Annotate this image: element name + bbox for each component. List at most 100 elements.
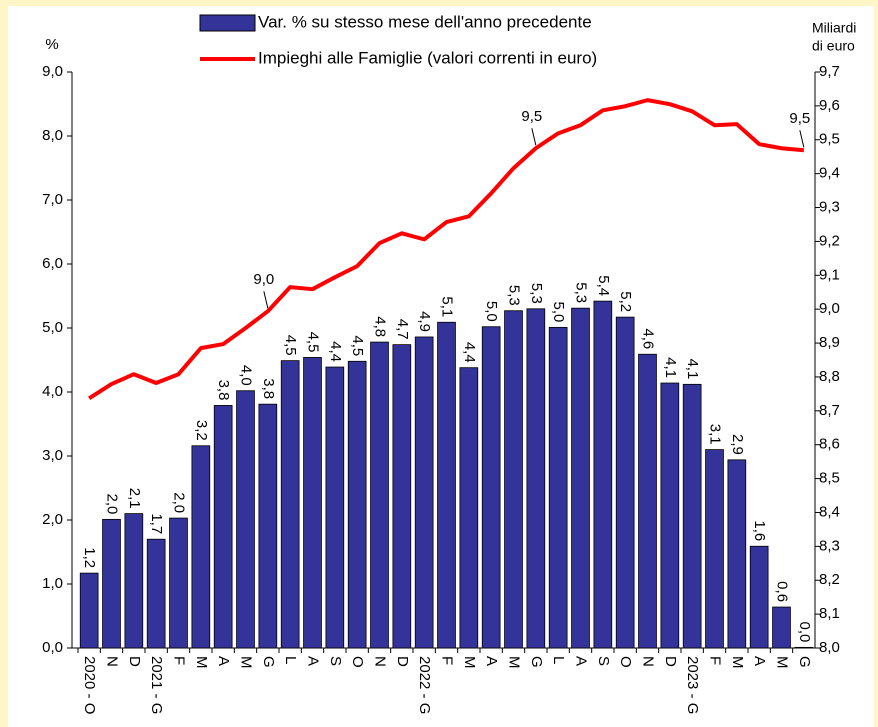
y-tick-label: 4,0	[42, 383, 63, 400]
bar	[638, 353, 657, 649]
bar	[526, 308, 546, 649]
x-tick-label: M	[238, 656, 255, 669]
bar	[258, 403, 278, 649]
bar-value-label: 3,8	[215, 380, 232, 401]
y2-tick-label: 8,0	[819, 639, 840, 656]
x-tick-label: M	[193, 656, 210, 669]
x-tick-label: M	[461, 656, 478, 669]
bar	[504, 310, 523, 649]
y-tick-label: 3,0	[42, 447, 63, 464]
x-tick-label: D	[394, 656, 411, 667]
bar-value-label: 1,6	[751, 520, 768, 541]
bar	[727, 459, 747, 649]
bar-value-label: 4,5	[305, 332, 322, 353]
callout-line	[263, 291, 269, 309]
bar-value-label: 3,8	[260, 378, 277, 399]
bar-value-label: 4,8	[372, 316, 389, 337]
bar-value-label: 1,2	[81, 547, 98, 568]
bar	[481, 326, 501, 649]
x-tick-label: G	[260, 656, 277, 668]
bar-value-label: 2,0	[104, 494, 121, 515]
y-tick-label: 2,0	[42, 511, 63, 528]
bar	[705, 449, 724, 649]
bar-value-label: 3,1	[707, 424, 724, 445]
y-axis-title: %	[45, 36, 58, 53]
callout-line	[799, 130, 805, 148]
line	[88, 98, 805, 400]
y2-tick-label: 9,2	[819, 232, 840, 249]
y2-tick-label: 9,6	[819, 97, 840, 114]
y2-tick-label: 8,6	[819, 436, 840, 453]
bar	[102, 518, 121, 649]
x-tick-label: N	[104, 656, 121, 667]
bar	[571, 307, 590, 649]
y2-tick-label: 9,0	[819, 300, 840, 317]
x-tick-label: S	[595, 656, 612, 666]
bar-value-label: 5,0	[483, 301, 500, 322]
y2-tick-label: 8,8	[819, 368, 840, 385]
x-tick-label: M	[729, 656, 746, 669]
bar-value-label: 4,4	[461, 342, 478, 363]
bar-value-label: 4,6	[640, 328, 657, 349]
bar-value-label: 5,2	[617, 291, 634, 312]
legend-swatch	[199, 14, 256, 32]
bar	[794, 646, 814, 649]
bar	[370, 341, 389, 649]
bar-value-label: 4,7	[394, 319, 411, 340]
bar-value-label: 4,9	[416, 311, 433, 332]
y2-tick-label: 8,2	[819, 571, 840, 588]
x-tick-label: L	[550, 656, 567, 664]
x-tick-label: G	[796, 656, 813, 668]
bar-value-label: 5,3	[528, 283, 545, 304]
y-tick-label: 6,0	[42, 255, 63, 272]
bar-value-label: 5,0	[550, 302, 567, 323]
y2-tick-label: 8,1	[819, 605, 840, 622]
bar-value-label: 4,5	[349, 335, 366, 356]
y2-tick-label: 8,3	[819, 537, 840, 554]
x-tick-label: M	[506, 656, 523, 669]
bar	[325, 366, 345, 649]
bar	[280, 360, 300, 649]
y-tick-label: 0,0	[42, 639, 63, 656]
x-tick-label: M	[774, 656, 791, 669]
y2-axis-title: Miliardi	[812, 20, 856, 36]
bar	[169, 517, 188, 649]
x-tick-label: A	[305, 656, 322, 666]
x-tick-label: S	[327, 656, 344, 666]
x-tick-label: 2022 - G	[416, 656, 433, 714]
y-tick-label: 8,0	[42, 127, 63, 144]
y-tick-label: 5,0	[42, 319, 63, 336]
line-value-label: 9,5	[789, 110, 810, 127]
bar	[772, 606, 791, 649]
y-tick-label: 9,0	[42, 63, 63, 80]
bar	[213, 405, 233, 649]
bar	[682, 383, 702, 649]
y2-tick-label: 8,7	[819, 402, 840, 419]
bar-value-label: 5,3	[506, 285, 523, 306]
y2-tick-label: 9,3	[819, 198, 840, 215]
bar-value-label: 5,4	[595, 275, 612, 296]
x-tick-label: N	[640, 656, 657, 667]
y2-tick-label: 9,5	[819, 131, 840, 148]
y2-tick-label: 9,7	[819, 63, 840, 80]
line-value-label: 9,0	[253, 271, 274, 288]
bar-value-label: 0,6	[774, 581, 791, 602]
line-value-label: 9,5	[521, 108, 542, 125]
bar	[414, 336, 434, 649]
bar-value-label: 2,9	[729, 434, 746, 455]
bar	[303, 357, 322, 649]
y2-tick-label: 9,4	[819, 165, 840, 182]
bar	[146, 538, 166, 649]
x-tick-label: N	[372, 656, 389, 667]
x-tick-label: L	[282, 656, 299, 664]
bar-value-label: 4,4	[327, 341, 344, 362]
bar	[660, 382, 680, 649]
x-tick-label: O	[349, 656, 366, 668]
x-tick-label: D	[662, 656, 679, 667]
bar-value-label: 4,1	[662, 357, 679, 378]
x-tick-label: A	[573, 656, 590, 666]
bar-value-label: 4,5	[282, 335, 299, 356]
x-tick-label: 2023 - G	[684, 656, 701, 714]
